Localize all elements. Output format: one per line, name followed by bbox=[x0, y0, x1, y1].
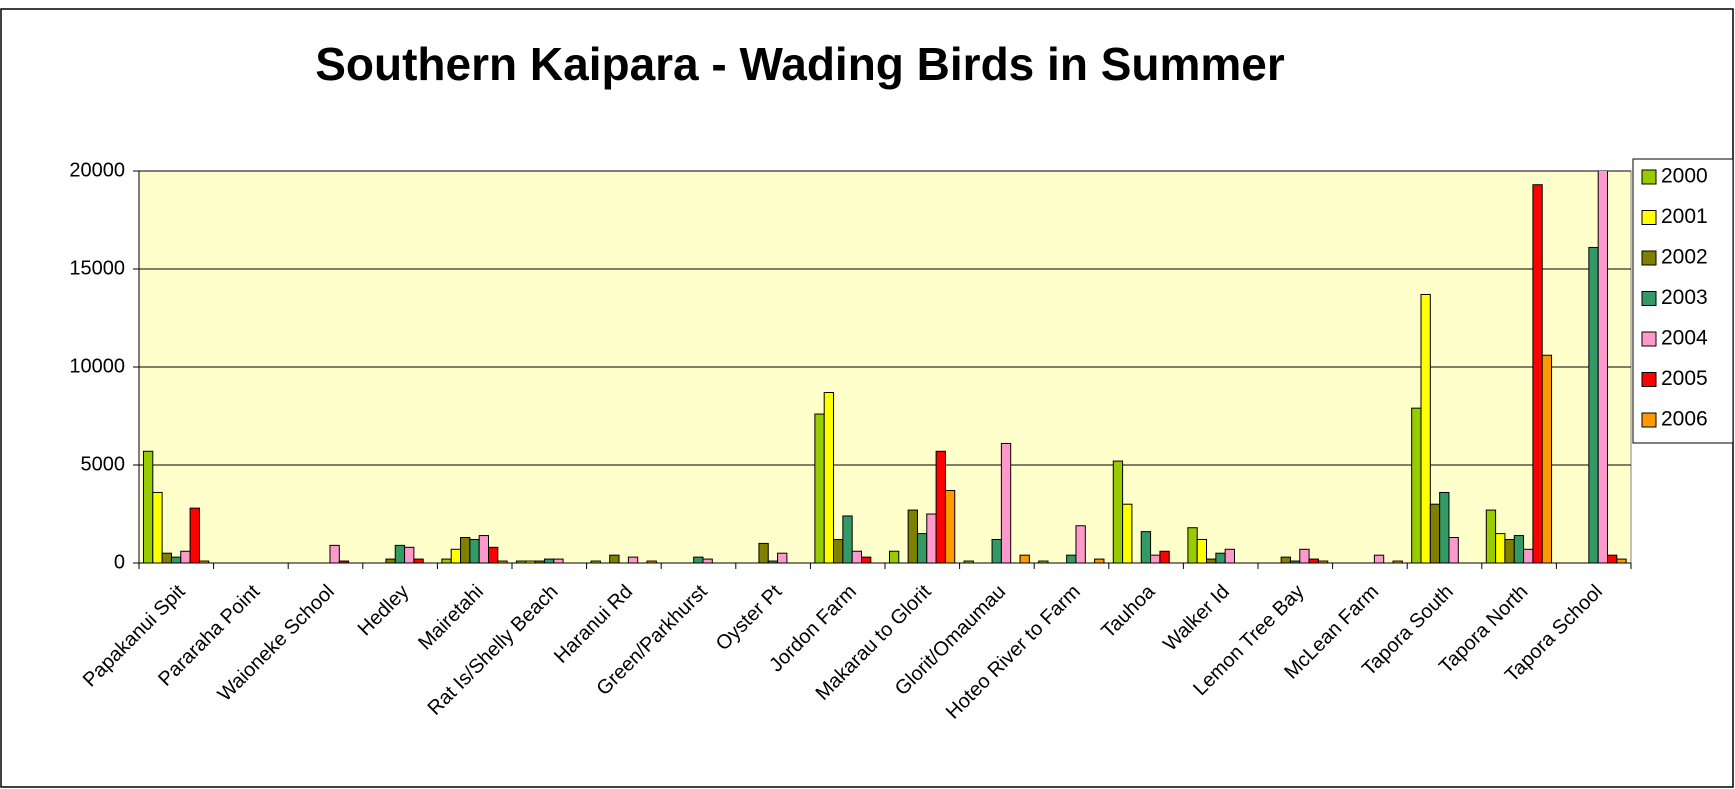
bar bbox=[1513, 535, 1525, 563]
bar bbox=[1523, 548, 1534, 563]
bar bbox=[1066, 554, 1077, 563]
bar bbox=[543, 558, 555, 563]
bar bbox=[693, 556, 704, 563]
bar bbox=[488, 546, 499, 563]
y-tick-label: 10000 bbox=[69, 355, 125, 377]
legend-swatch bbox=[1641, 372, 1657, 387]
legend-label: 2001 bbox=[1661, 205, 1708, 228]
bar bbox=[404, 546, 415, 563]
bar bbox=[152, 491, 163, 563]
bar bbox=[1122, 503, 1133, 563]
bar bbox=[1504, 538, 1515, 563]
bar bbox=[1411, 407, 1422, 563]
bar bbox=[1588, 246, 1599, 563]
legend-label: 2002 bbox=[1661, 246, 1708, 269]
legend-swatch bbox=[1641, 291, 1657, 306]
legend-label: 2003 bbox=[1661, 286, 1708, 309]
bar bbox=[916, 533, 928, 563]
bar bbox=[1448, 537, 1459, 563]
chart-title: Southern Kaipara - Wading Birds in Summe… bbox=[315, 38, 1285, 90]
bar bbox=[991, 538, 1002, 563]
bar bbox=[926, 513, 937, 563]
legend-swatch bbox=[1641, 169, 1657, 185]
bar bbox=[170, 556, 182, 563]
bar bbox=[1206, 558, 1217, 563]
legend-label: 2006 bbox=[1661, 408, 1708, 431]
bar bbox=[1140, 531, 1152, 563]
bar bbox=[1187, 527, 1198, 563]
y-tick-label: 20000 bbox=[69, 159, 125, 181]
bar bbox=[1299, 548, 1310, 563]
bar bbox=[460, 537, 471, 563]
bar bbox=[478, 535, 490, 563]
bar bbox=[1159, 550, 1170, 563]
bar bbox=[385, 558, 396, 563]
legend-swatch bbox=[1641, 210, 1657, 225]
bar bbox=[944, 489, 956, 563]
bar bbox=[702, 558, 713, 563]
bar bbox=[413, 558, 424, 563]
bar bbox=[450, 548, 462, 563]
bar bbox=[189, 507, 200, 563]
bar bbox=[1439, 491, 1450, 563]
bar bbox=[1112, 460, 1124, 563]
bar bbox=[907, 509, 918, 563]
bar bbox=[161, 552, 172, 563]
bar bbox=[935, 450, 946, 563]
legend-label: 2004 bbox=[1661, 327, 1708, 350]
bar bbox=[814, 413, 825, 563]
bar bbox=[609, 554, 620, 563]
y-tick-label: 5000 bbox=[81, 453, 126, 475]
bar bbox=[394, 544, 406, 563]
bar bbox=[851, 550, 863, 563]
bar bbox=[1150, 554, 1161, 563]
bar bbox=[180, 550, 191, 563]
y-tick-label: 15000 bbox=[69, 257, 125, 279]
bar bbox=[142, 450, 154, 563]
bar bbox=[1541, 354, 1553, 563]
bar bbox=[1485, 509, 1497, 563]
legend-swatch bbox=[1641, 412, 1657, 428]
legend-label: 2000 bbox=[1661, 165, 1708, 188]
bar bbox=[842, 515, 853, 563]
bar bbox=[1616, 558, 1627, 563]
bar bbox=[469, 538, 480, 563]
bar bbox=[329, 544, 340, 563]
legend-swatch bbox=[1641, 331, 1657, 347]
bar bbox=[1420, 293, 1431, 563]
bar bbox=[777, 552, 788, 563]
bar bbox=[1429, 503, 1441, 563]
bar bbox=[1373, 554, 1385, 563]
bar bbox=[1000, 442, 1012, 563]
legend-label: 2005 bbox=[1661, 367, 1708, 390]
bar bbox=[1532, 184, 1543, 563]
bar bbox=[1094, 558, 1105, 563]
bar bbox=[553, 558, 564, 563]
bar bbox=[1196, 538, 1208, 563]
bar bbox=[1224, 548, 1236, 563]
bar bbox=[1597, 171, 1609, 563]
bar bbox=[861, 556, 872, 563]
y-tick-label: 0 bbox=[114, 551, 125, 573]
legend-swatch bbox=[1641, 250, 1657, 266]
bar bbox=[833, 538, 844, 563]
bar bbox=[1607, 554, 1618, 563]
bar bbox=[823, 391, 835, 563]
bar bbox=[1215, 552, 1226, 563]
bar bbox=[888, 550, 900, 563]
bar bbox=[1280, 556, 1291, 563]
bar bbox=[1075, 525, 1086, 563]
bar bbox=[627, 556, 639, 563]
bar bbox=[1019, 554, 1030, 563]
bar bbox=[1308, 558, 1319, 563]
bar bbox=[441, 558, 452, 563]
bar bbox=[758, 542, 769, 563]
bar bbox=[1495, 533, 1506, 563]
